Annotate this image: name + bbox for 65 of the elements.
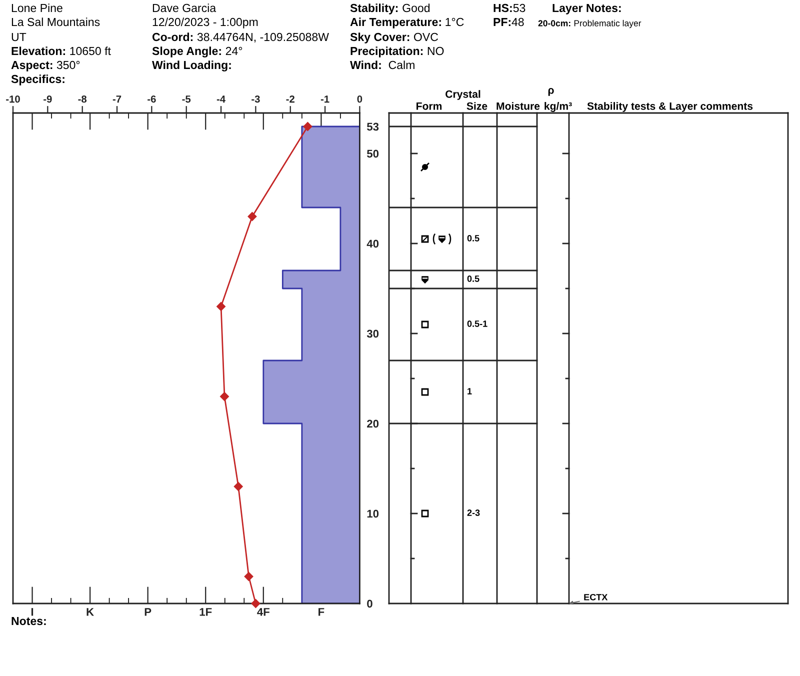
y-tick-label: 40 [366,240,379,248]
text: 0.5 [467,235,480,242]
text: Sky Cover: OVC [350,32,438,44]
point [216,302,226,311]
text: 1 [468,388,472,394]
text: K [86,608,94,616]
point [251,599,260,608]
text: 0.5 [467,276,480,282]
text: Form [416,102,442,110]
point [248,212,257,221]
point [234,482,243,491]
y-tick-label: 30 [366,330,379,338]
x-tick-label: -6 [148,95,156,103]
text: Crystal [446,90,480,100]
text: Size [466,102,488,110]
x-tick-label: -9 [44,95,52,103]
text: La Sal Mountains [12,18,100,26]
x-tick-label: -8 [78,95,87,103]
y-tick-label: 50 [366,150,379,158]
point [303,122,312,131]
text: 2-3 [467,510,480,516]
point [220,392,229,401]
x-tick-label: -7 [112,96,122,103]
text: Specifics: [11,74,64,86]
text: Wind Loading: [152,60,231,72]
text: Notes: [12,617,46,626]
text: Wind: Calm [350,60,414,70]
text: 4F [257,608,270,616]
y-tick-label: 0 [367,600,372,608]
x-tick-label: -3 [252,95,260,103]
x-tick-label: -10 [6,95,20,103]
text: Stability: Good [350,4,430,14]
text: ECTX [584,594,608,600]
text: 1F [200,608,212,616]
text: Aspect: 350° [11,60,80,72]
x-tick-label: -5 [182,96,191,103]
text: I [31,608,34,616]
text: Elevation: 10650 ft [12,46,111,56]
text: Air Temperature: 1°C [350,18,464,28]
text: kg/m³ [544,102,572,112]
x-tick-label: -4 [216,96,226,103]
text: Lone Pine [12,4,62,12]
text: HS:53 [494,4,526,12]
text: PF:48 [494,18,524,26]
text: ρ [548,88,554,96]
text: Co-ord: 38.44764N, -109.25088W [152,32,329,42]
text: Moisture [496,102,540,110]
text: F [318,608,324,616]
x-tick-label: -1 [320,96,330,103]
text: Stability tests & Layer comments [587,102,753,112]
text: UT [12,33,26,42]
point [244,572,254,581]
text: 20-0cm: Problematic layer [538,20,642,28]
text: 0.5-1 [467,320,488,327]
text: P [144,608,152,616]
text: Dave Garcia [152,4,216,12]
x-tick-label: 0 [357,95,362,103]
text: Slope Angle: 24° [152,46,242,58]
y-tick-label: 53 [366,122,379,131]
text: Precipitation: NO [350,46,444,58]
text: 12/20/2023 - 1:00pm [152,18,258,28]
text: Layer Notes: [552,4,621,14]
y-tick-label: 20 [367,420,379,428]
x-tick-label: -2 [286,95,294,103]
y-tick-label: 10 [367,510,379,518]
